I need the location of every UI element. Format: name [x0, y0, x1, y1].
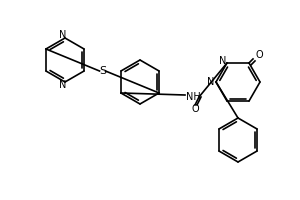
Text: NH: NH	[186, 92, 200, 102]
Text: O: O	[191, 104, 199, 114]
Text: S: S	[99, 66, 106, 76]
Text: O: O	[255, 50, 263, 60]
Text: N: N	[207, 77, 215, 87]
Text: N: N	[59, 80, 67, 90]
Text: N: N	[59, 30, 67, 40]
Text: N: N	[219, 56, 227, 66]
